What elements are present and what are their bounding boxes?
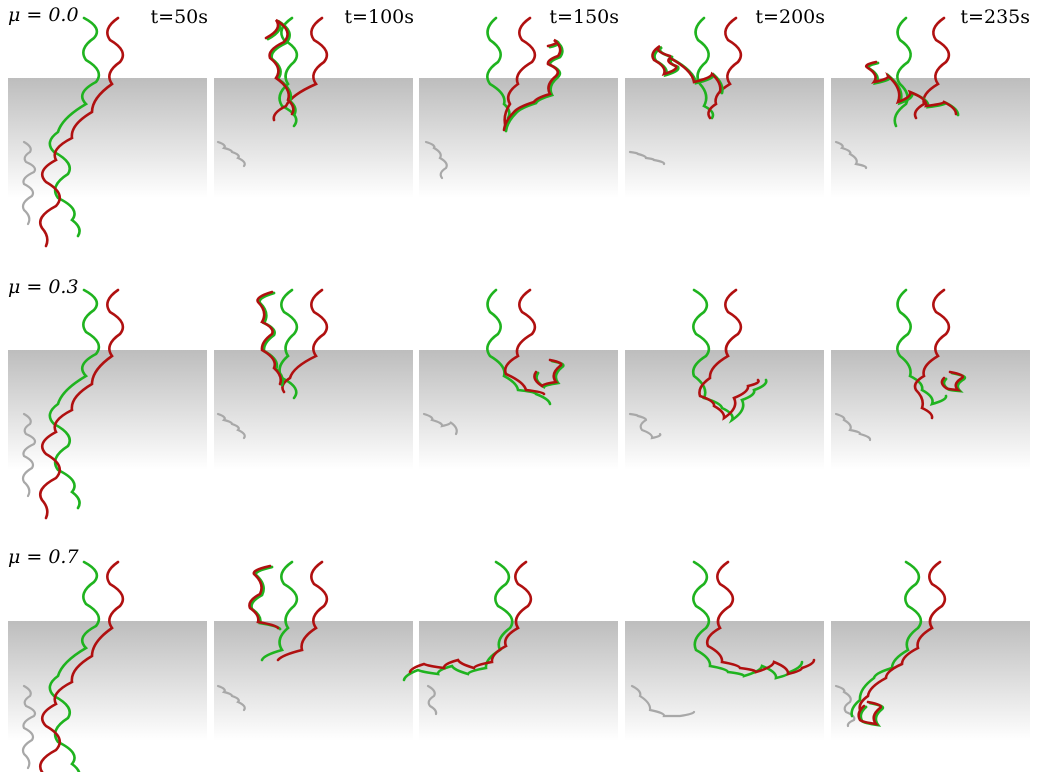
rope-shadow [628,412,662,440]
red-coil [864,60,958,116]
floor-plane [625,78,824,198]
rope-shadow [21,684,37,770]
green-rope [486,288,552,406]
panel-r2-c4 [831,560,1030,741]
green-rope [260,560,299,662]
panel-r2-c3 [625,560,824,741]
floor-plane [831,621,1030,741]
red-rope [707,16,743,120]
rope-shadow [216,684,246,712]
col-label-t150: t=150s [549,6,619,28]
green-rope [48,16,101,238]
panel-r1-c2 [419,288,618,470]
floor-plane [831,78,1030,198]
col-label-t50: t=50s [150,6,208,28]
floor-plane [8,78,207,198]
red-coil [264,18,295,116]
panel-r2-c0 [8,560,207,772]
col-label-t100: t=100s [344,6,414,28]
red-rope [503,288,546,396]
floor-plane [214,78,413,198]
red-coil [533,358,563,388]
green-rope [48,288,101,510]
red-rope [38,560,125,772]
floor-plane [625,621,824,741]
col-label-t235: t=235s [960,6,1030,28]
rope-shadow [21,412,37,498]
green-rope [694,16,715,120]
red-coil [248,564,280,630]
green-rope [48,560,101,772]
row-label-mu-1: μ = 0.3 [8,276,79,298]
green-rope [486,16,511,120]
floor-plane [214,621,413,741]
green-rope [692,560,804,680]
panel-r0-c3 [625,16,824,198]
floor-plane [419,78,618,198]
col-label-t200: t=200s [755,6,825,28]
floor-plane [214,350,413,470]
floor-plane [831,350,1030,470]
red-rope [272,16,329,122]
red-rope [38,288,125,520]
rope-shadow [216,412,246,440]
red-coil [940,370,965,392]
red-rope [276,560,329,662]
panel-r1-c4 [831,288,1030,470]
rope-shadow [422,412,458,436]
green-rope [896,288,948,406]
rope-shadow [834,684,856,728]
green-coil [653,45,724,95]
red-rope [705,560,816,676]
red-coil [857,700,883,726]
floor-plane [8,350,207,470]
red-rope [913,288,951,420]
green-rope [850,560,923,718]
panel-r0-c1 [214,16,413,198]
red-rope [503,16,537,130]
row-label-mu-2: μ = 0.7 [8,546,79,568]
panel-r0-c0 [8,16,207,248]
red-rope [698,288,760,421]
green-rope [402,560,514,682]
panel-r2-c1 [214,560,413,741]
red-coil [502,38,562,132]
red-rope [281,288,329,394]
red-coil [256,290,283,386]
green-rope [278,288,299,400]
rope-shadow [834,140,868,170]
panel-r1-c3 [625,288,824,470]
floor-plane [419,621,618,741]
panel-r0-c4 [831,16,1030,198]
red-rope [913,16,951,120]
rope-shadow [834,412,872,442]
red-rope [408,560,533,674]
red-rope [858,560,947,712]
rope-shadow [630,684,696,718]
green-rope [893,16,912,128]
panel-r1-c0 [8,288,207,520]
panel-r1-c1 [214,288,413,470]
red-rope [38,16,125,248]
floor-plane [8,621,207,741]
rope-shadow [21,140,37,226]
rope-shadow [628,150,666,166]
rope-shadow [216,140,246,168]
panel-r2-c2 [402,560,618,741]
row-label-mu-0: μ = 0.0 [8,4,79,26]
red-coil [651,44,722,94]
floor-plane [419,350,618,470]
rope-shadow [424,140,448,180]
panel-r0-c2 [419,16,618,198]
rope-shadow [426,684,438,716]
